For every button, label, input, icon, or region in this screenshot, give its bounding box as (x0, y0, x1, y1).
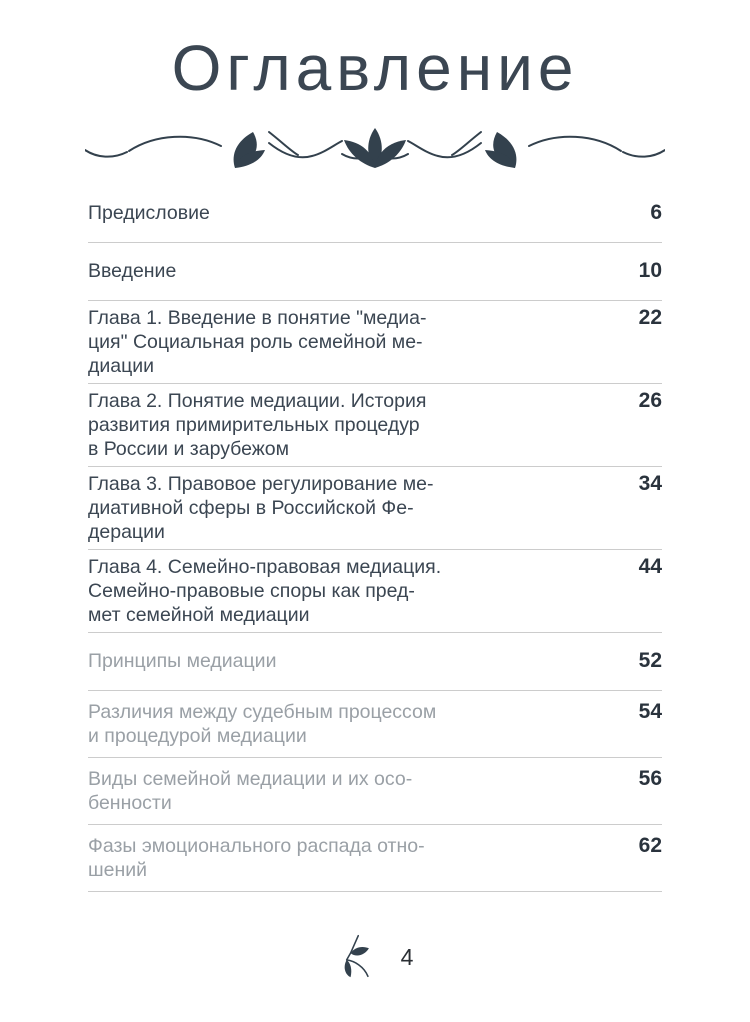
svg-text:Оглавление: Оглавление (172, 32, 579, 104)
